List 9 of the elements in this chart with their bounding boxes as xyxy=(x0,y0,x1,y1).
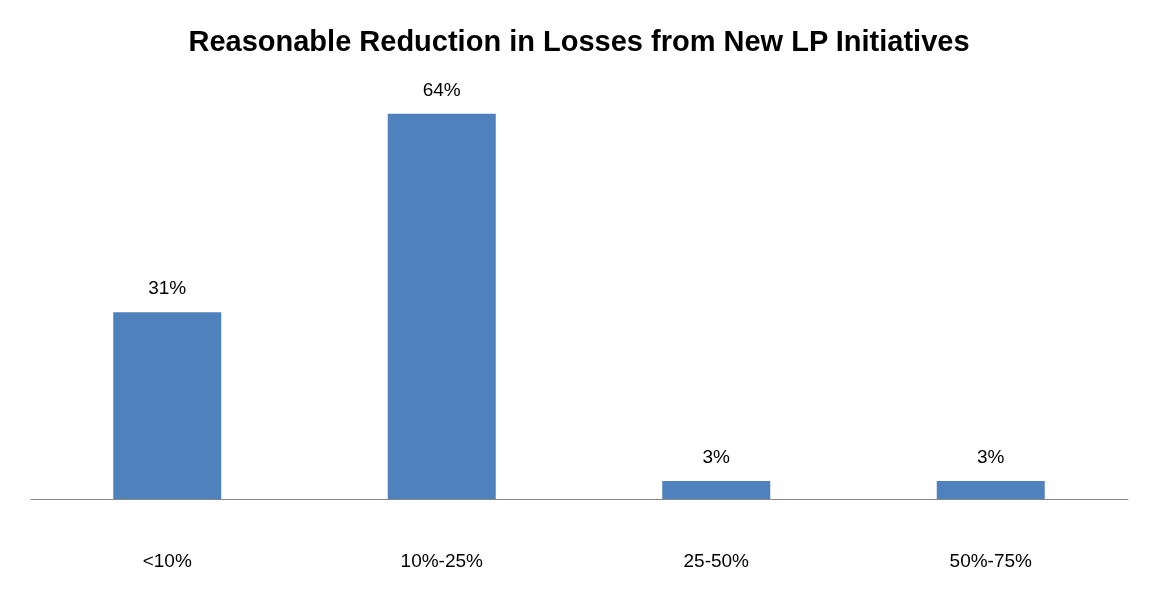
x-tick-label: 10%-25% xyxy=(400,549,484,571)
data-label: 31% xyxy=(148,277,187,299)
data-label: 3% xyxy=(977,445,1005,467)
x-tick-label: 50%-75% xyxy=(949,549,1033,571)
x-tick-label: 25-50% xyxy=(683,549,750,571)
data-label: 3% xyxy=(702,445,731,467)
data-label: 64% xyxy=(422,78,461,100)
x-tick-label: <10% xyxy=(142,549,192,571)
chart-title: Reasonable Reduction in Losses from New LP Initiatives xyxy=(188,25,970,57)
